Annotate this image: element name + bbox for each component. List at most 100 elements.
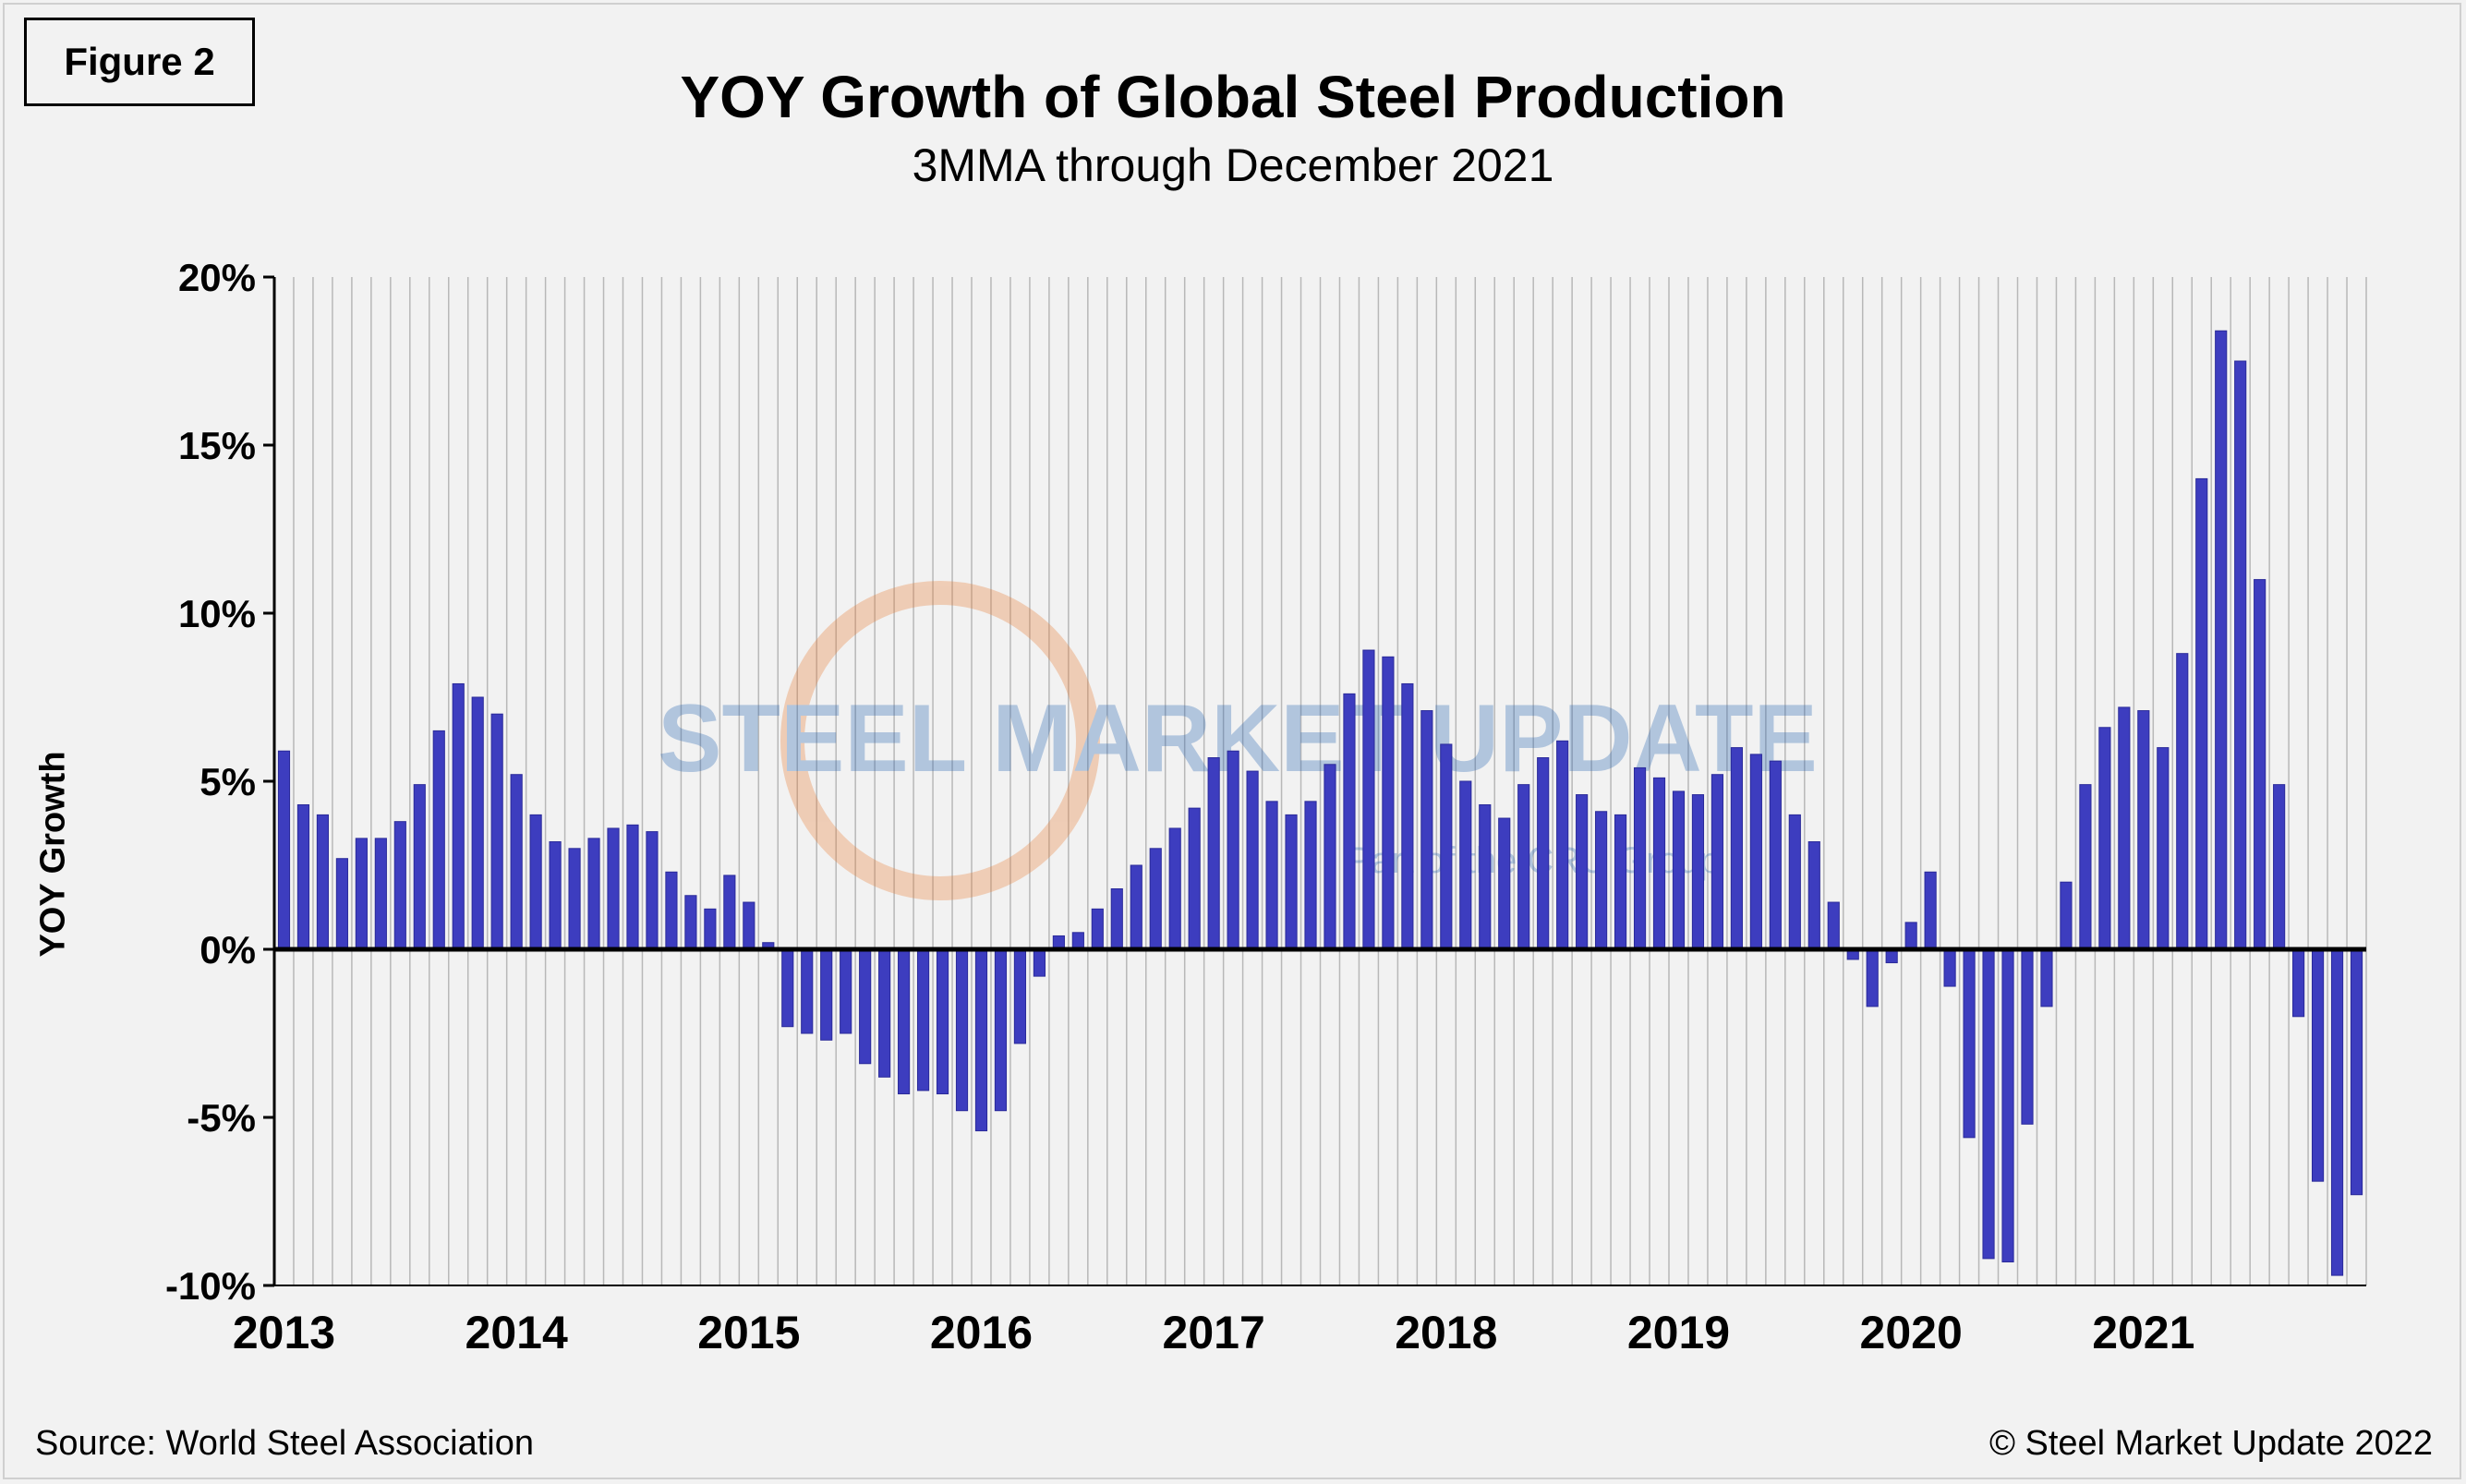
- bar: [1207, 757, 1220, 950]
- bar: [1246, 770, 1259, 950]
- bar: [1788, 814, 1801, 950]
- bar: [994, 948, 1008, 1112]
- bar: [801, 948, 814, 1034]
- bars: [277, 330, 2363, 1276]
- bar: [1982, 948, 1995, 1260]
- bar: [490, 713, 503, 950]
- bar: [2292, 948, 2305, 1018]
- bar: [607, 827, 620, 950]
- bar: [1343, 693, 1356, 950]
- bar: [2330, 948, 2344, 1276]
- bar: [2021, 948, 2034, 1125]
- bar: [2137, 710, 2150, 950]
- bar: [2215, 330, 2228, 950]
- bar: [1652, 777, 1666, 950]
- bar: [1672, 790, 1686, 950]
- bar: [1459, 780, 1472, 950]
- x-tick-label: 2021: [2092, 1307, 2194, 1358]
- bar: [1537, 757, 1550, 950]
- bar: [898, 948, 911, 1095]
- bar: [549, 841, 562, 950]
- bar: [878, 948, 891, 1078]
- bar: [1556, 740, 1569, 950]
- bar: [296, 803, 310, 950]
- bar: [1382, 656, 1395, 950]
- bar: [277, 750, 291, 950]
- bar: [1420, 710, 1433, 950]
- bar: [646, 831, 659, 950]
- bar: [955, 948, 969, 1112]
- bar: [1633, 766, 1647, 950]
- x-tick-label: 2013: [233, 1307, 335, 1358]
- y-tick-label: -10%: [165, 1264, 256, 1308]
- y-tick-label: 5%: [199, 760, 256, 803]
- bar: [859, 948, 872, 1065]
- bar: [432, 730, 445, 950]
- bar: [1730, 747, 1743, 950]
- bar: [2157, 747, 2170, 950]
- bar: [529, 814, 542, 950]
- bar: [840, 948, 852, 1034]
- bar: [1749, 754, 1762, 950]
- figure-label: Figure 2: [24, 18, 255, 106]
- bar: [587, 838, 600, 950]
- y-tick-labels: 20% 15% 10% 5% 0% -5% -10%: [165, 256, 256, 1308]
- bar: [1710, 774, 1724, 950]
- bar: [743, 901, 756, 950]
- bar: [1807, 841, 1820, 950]
- bar: [1324, 764, 1336, 950]
- bar: [1769, 760, 1782, 950]
- bar: [335, 858, 348, 950]
- bar: [2118, 706, 2131, 950]
- bar: [393, 821, 406, 950]
- x-tick-label: 2020: [1860, 1307, 1963, 1358]
- bar: [355, 838, 368, 950]
- bar: [1963, 948, 1976, 1139]
- bar: [2001, 948, 2014, 1263]
- bar: [510, 774, 523, 950]
- bar: [471, 696, 484, 950]
- bar: [1479, 803, 1492, 950]
- bar: [1168, 827, 1181, 950]
- bar: [2040, 948, 2053, 1007]
- watermark-ring-orange: [780, 581, 1100, 900]
- bar: [2350, 948, 2363, 1196]
- y-tick-label: 20%: [178, 256, 256, 299]
- gridlines: [273, 277, 2367, 1285]
- x-tick-label: 2014: [465, 1307, 568, 1358]
- bar: [916, 948, 930, 1092]
- bar: [1362, 649, 1375, 950]
- bar: [1401, 682, 1414, 950]
- bar: [723, 875, 736, 950]
- bar: [1188, 807, 1201, 950]
- x-tick-label: 2015: [697, 1307, 800, 1358]
- bar: [1130, 864, 1142, 950]
- bar: [1013, 948, 1027, 1044]
- copyright-note: © Steel Market Update 2022: [1989, 1424, 2433, 1463]
- bar: [452, 682, 465, 950]
- bar: [568, 848, 581, 950]
- bar: [1595, 811, 1608, 950]
- y-tick-label: -5%: [187, 1096, 256, 1140]
- bar: [1866, 948, 1879, 1007]
- x-tick-label: 2019: [1627, 1307, 1730, 1358]
- bar: [936, 948, 949, 1095]
- x-tick-label: 2018: [1395, 1307, 1497, 1358]
- bar: [1285, 814, 1298, 950]
- bar: [2195, 477, 2208, 950]
- y-tick-label: 15%: [178, 424, 256, 467]
- bar: [2311, 948, 2325, 1182]
- bar: [2254, 579, 2267, 950]
- y-tick-label: 0%: [199, 928, 256, 971]
- source-note: Source: World Steel Association: [35, 1424, 535, 1463]
- bar: [684, 895, 697, 950]
- bar: [1517, 784, 1530, 950]
- axes: [263, 275, 2366, 1287]
- bar: [781, 948, 794, 1028]
- bar: [1091, 908, 1104, 950]
- bar: [1827, 901, 1840, 950]
- bar: [820, 948, 833, 1041]
- bar: [1440, 743, 1453, 950]
- bar: [1265, 801, 1278, 950]
